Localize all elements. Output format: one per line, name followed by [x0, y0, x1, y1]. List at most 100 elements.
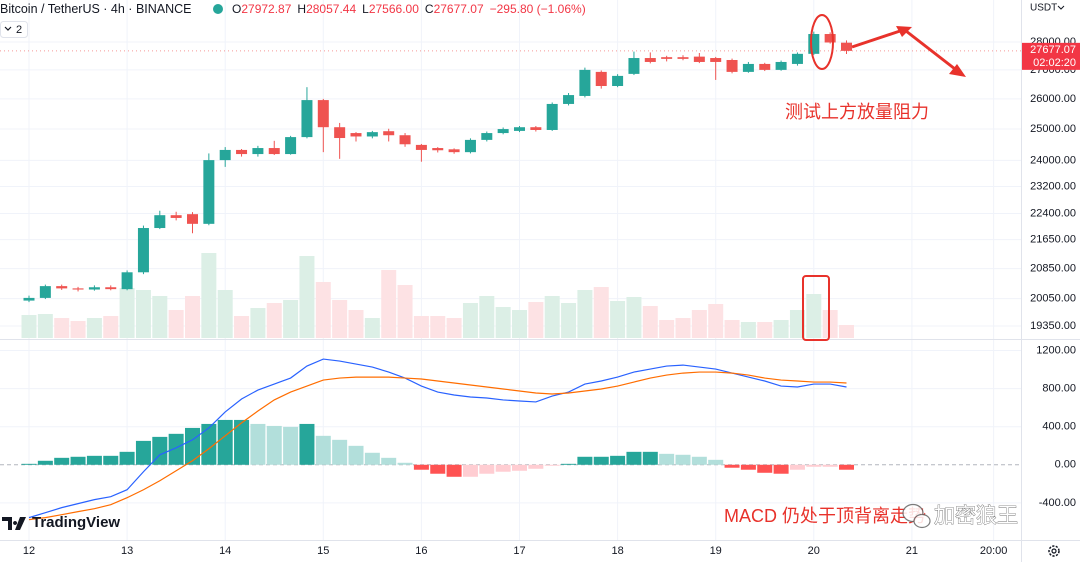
- candle-body: [448, 149, 460, 153]
- histogram-bar: [610, 455, 626, 465]
- volume-bar: [495, 307, 511, 338]
- histogram-bar: [561, 463, 577, 465]
- x-tick-label: 16: [415, 545, 427, 557]
- histogram-bar: [544, 464, 560, 466]
- volume-bar: [185, 296, 200, 338]
- volume-bar: [577, 290, 593, 338]
- countdown: 02:02:20: [1033, 57, 1076, 69]
- volume-bar: [364, 318, 380, 338]
- histogram-bar: [839, 464, 854, 470]
- volume-bar: [283, 300, 299, 338]
- annotation: MACD 仍处于顶背离走势: [724, 506, 926, 526]
- wechat-icon: [913, 513, 931, 529]
- candle-body: [841, 42, 852, 51]
- histogram-bar: [413, 464, 429, 470]
- histogram-bar: [135, 440, 151, 465]
- logo[interactable]: TradingView: [2, 514, 120, 531]
- annotation: 测试上方放量阻力: [785, 102, 929, 122]
- histogram-bar: [70, 456, 86, 465]
- histogram-bar: [626, 451, 642, 465]
- histogram-bar: [789, 464, 805, 470]
- histogram-bar: [266, 425, 282, 465]
- currency[interactable]: USDT: [1030, 3, 1057, 14]
- volume-bar: [152, 296, 168, 338]
- histogram-bar: [283, 426, 299, 465]
- histogram-bar: [691, 456, 707, 465]
- candle-body: [661, 57, 673, 59]
- candle-body: [775, 61, 787, 70]
- histogram-bar: [397, 462, 413, 465]
- histogram-bar: [37, 460, 53, 465]
- arrow-down: [905, 29, 956, 71]
- candle-body: [23, 297, 35, 301]
- volume-bar: [757, 322, 773, 338]
- candle-body: [72, 288, 84, 290]
- candle-body: [612, 75, 624, 87]
- volume-bar: [512, 310, 527, 338]
- histogram-bar: [479, 464, 495, 474]
- ohlc-value: 27566.00: [369, 2, 419, 16]
- candle-body: [154, 215, 166, 229]
- candle-body: [334, 127, 346, 139]
- histogram-bar: [430, 464, 446, 474]
- histogram-bar: [822, 464, 838, 467]
- candle-body: [726, 59, 738, 72]
- histogram-bar: [740, 464, 756, 470]
- volume-bar: [70, 321, 86, 338]
- histogram-bar: [315, 435, 331, 465]
- ohlc-key: H: [297, 2, 306, 16]
- axes: 1213141516171819202120:0028000.0027000.0…: [23, 36, 1076, 557]
- candle-body: [579, 69, 591, 96]
- histogram-bar: [364, 452, 380, 465]
- highlight-box: [802, 275, 830, 341]
- volume-bar: [462, 303, 478, 338]
- candle-body: [268, 148, 280, 155]
- candle-body: [628, 58, 640, 74]
- candle-body: [546, 103, 558, 130]
- settings-button[interactable]: [1048, 545, 1060, 557]
- histogram-bar: [446, 464, 462, 477]
- volume-bar: [479, 296, 495, 338]
- volume-bar: [37, 314, 53, 338]
- y-tick-label: 21650.00: [1030, 234, 1076, 246]
- candle-body: [350, 133, 362, 137]
- y-tick-label: 20850.00: [1030, 263, 1076, 275]
- volume-bar: [822, 310, 838, 338]
- histogram-bar: [103, 455, 119, 465]
- ohlc-legend: O27972.87 H28057.44 L27566.00 C27677.07 −295…: [232, 2, 586, 16]
- volume-bar: [593, 287, 609, 338]
- symbol: Bitcoin / TetherUS · 4h · BINANCE: [0, 2, 192, 16]
- ohlc-value: 27972.87: [241, 2, 291, 16]
- y-tick-label: -400.00: [1039, 497, 1076, 509]
- candle-body: [105, 287, 117, 290]
- y-tick-label: 1200.00: [1036, 344, 1076, 356]
- candle-body: [187, 214, 198, 224]
- watermark: 加密狼王: [902, 503, 1018, 529]
- y-tick-label: 24000.00: [1030, 154, 1076, 166]
- chevron: [4, 26, 12, 31]
- candle-body: [464, 139, 476, 153]
- candle-body: [530, 127, 542, 130]
- candle-body: [121, 272, 133, 290]
- volume-bar: [413, 316, 429, 338]
- x-tick-label: 13: [121, 545, 133, 557]
- symbol-legend: Bitcoin / TetherUS · 4h · BINANCE: [0, 2, 192, 16]
- candle-body: [170, 215, 182, 218]
- volume-bar: [54, 318, 70, 338]
- y-tick-label: 400.00: [1042, 421, 1076, 433]
- histogram-bar: [54, 457, 70, 465]
- histogram-bar: [659, 453, 675, 465]
- y-tick-label: 25000.00: [1030, 123, 1076, 135]
- ohlc-key: L: [362, 2, 369, 16]
- volume-bar: [675, 318, 691, 338]
- toggle-box[interactable]: [0, 21, 28, 38]
- y-tick-label: 0.00: [1055, 459, 1076, 471]
- x-tick-label: 17: [513, 545, 525, 557]
- candle-body: [203, 160, 215, 224]
- indicators-toggle[interactable]: 2: [0, 21, 28, 38]
- arrow-head: [896, 26, 912, 37]
- volume-bar: [430, 316, 446, 338]
- volume-bar: [381, 270, 397, 338]
- x-tick-label: 14: [219, 545, 231, 557]
- volume-bar: [789, 310, 805, 338]
